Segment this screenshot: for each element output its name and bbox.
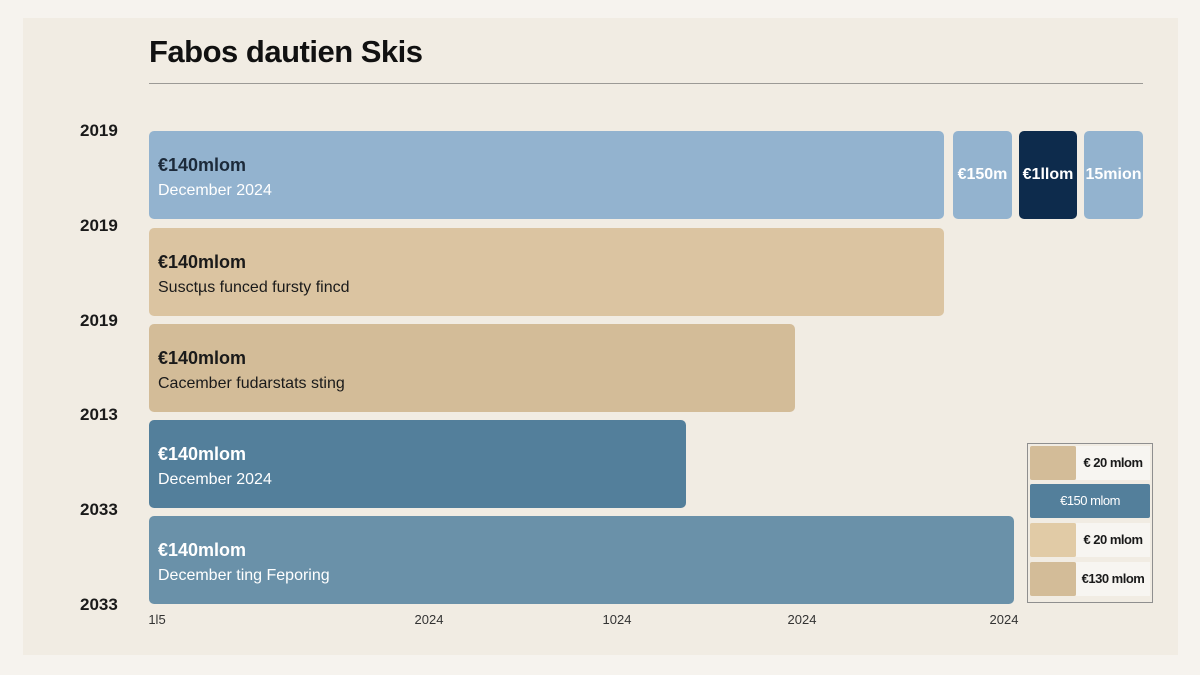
legend-swatch	[1030, 562, 1076, 596]
legend-item: € 20 mlom	[1030, 446, 1150, 480]
legend-swatch	[1030, 484, 1150, 518]
bar-sublabel: December 2024	[158, 182, 272, 199]
bar-value-label: €140mlom	[158, 348, 247, 368]
bar-sublabel: December 2024	[158, 471, 272, 488]
bar: €140mlom December 2024	[149, 131, 944, 219]
legend-label: €150 mlom	[1060, 493, 1120, 508]
legend-swatch	[1030, 523, 1076, 557]
x-tick-label: 2024	[989, 612, 1019, 627]
bar-segment: €150m	[953, 131, 1012, 219]
y-label: 2033	[80, 595, 118, 614]
legend-item: €150 mlom	[1030, 484, 1150, 518]
bar-sublabel: December ting Feporing	[158, 567, 330, 584]
bar-value-label: €140mlom	[158, 444, 247, 464]
bar: €140mlom December 2024	[149, 420, 686, 508]
bar: €140mlom Cacember fudarstats sting	[149, 324, 795, 412]
legend-label: €130 mlom	[1076, 562, 1150, 596]
bar-segment: €1llom	[1019, 131, 1077, 219]
y-label: 2019	[80, 216, 118, 235]
title-divider	[149, 83, 1143, 84]
legend-label: € 20 mlom	[1076, 446, 1150, 480]
bar: €140mlom December ting Feporing	[149, 516, 1014, 604]
x-tick-label: 2024	[787, 612, 817, 627]
legend-label: € 20 mlom	[1076, 523, 1150, 557]
bar-sublabel: Susctµs funced fursty fincd	[158, 279, 350, 296]
bar: €140mlom Susctµs funced fursty fincd	[149, 228, 944, 316]
bar-value-label: €140mlom	[158, 252, 247, 272]
y-label: 2033	[80, 500, 118, 519]
x-tick-label: 1l5	[148, 612, 166, 627]
bar-value-label: €140mlom	[158, 540, 247, 560]
chart-title: Fabos dautien Skis	[149, 34, 423, 69]
legend-item: € 20 mlom	[1030, 523, 1150, 557]
bar-segment: 15mion	[1084, 131, 1143, 219]
x-tick-label: 1024	[602, 612, 632, 627]
y-label: 2019	[80, 121, 118, 140]
y-label: 2013	[80, 405, 118, 424]
legend-swatch	[1030, 446, 1076, 480]
y-label: 2019	[80, 311, 118, 330]
bar-value-label: €140mlom	[158, 155, 247, 175]
x-tick-label: 2024	[414, 612, 444, 627]
legend: € 20 mlom €150 mlom € 20 mlom €130 mlom	[1027, 443, 1153, 603]
legend-item: €130 mlom	[1030, 562, 1150, 596]
bar-sublabel: Cacember fudarstats sting	[158, 375, 345, 392]
